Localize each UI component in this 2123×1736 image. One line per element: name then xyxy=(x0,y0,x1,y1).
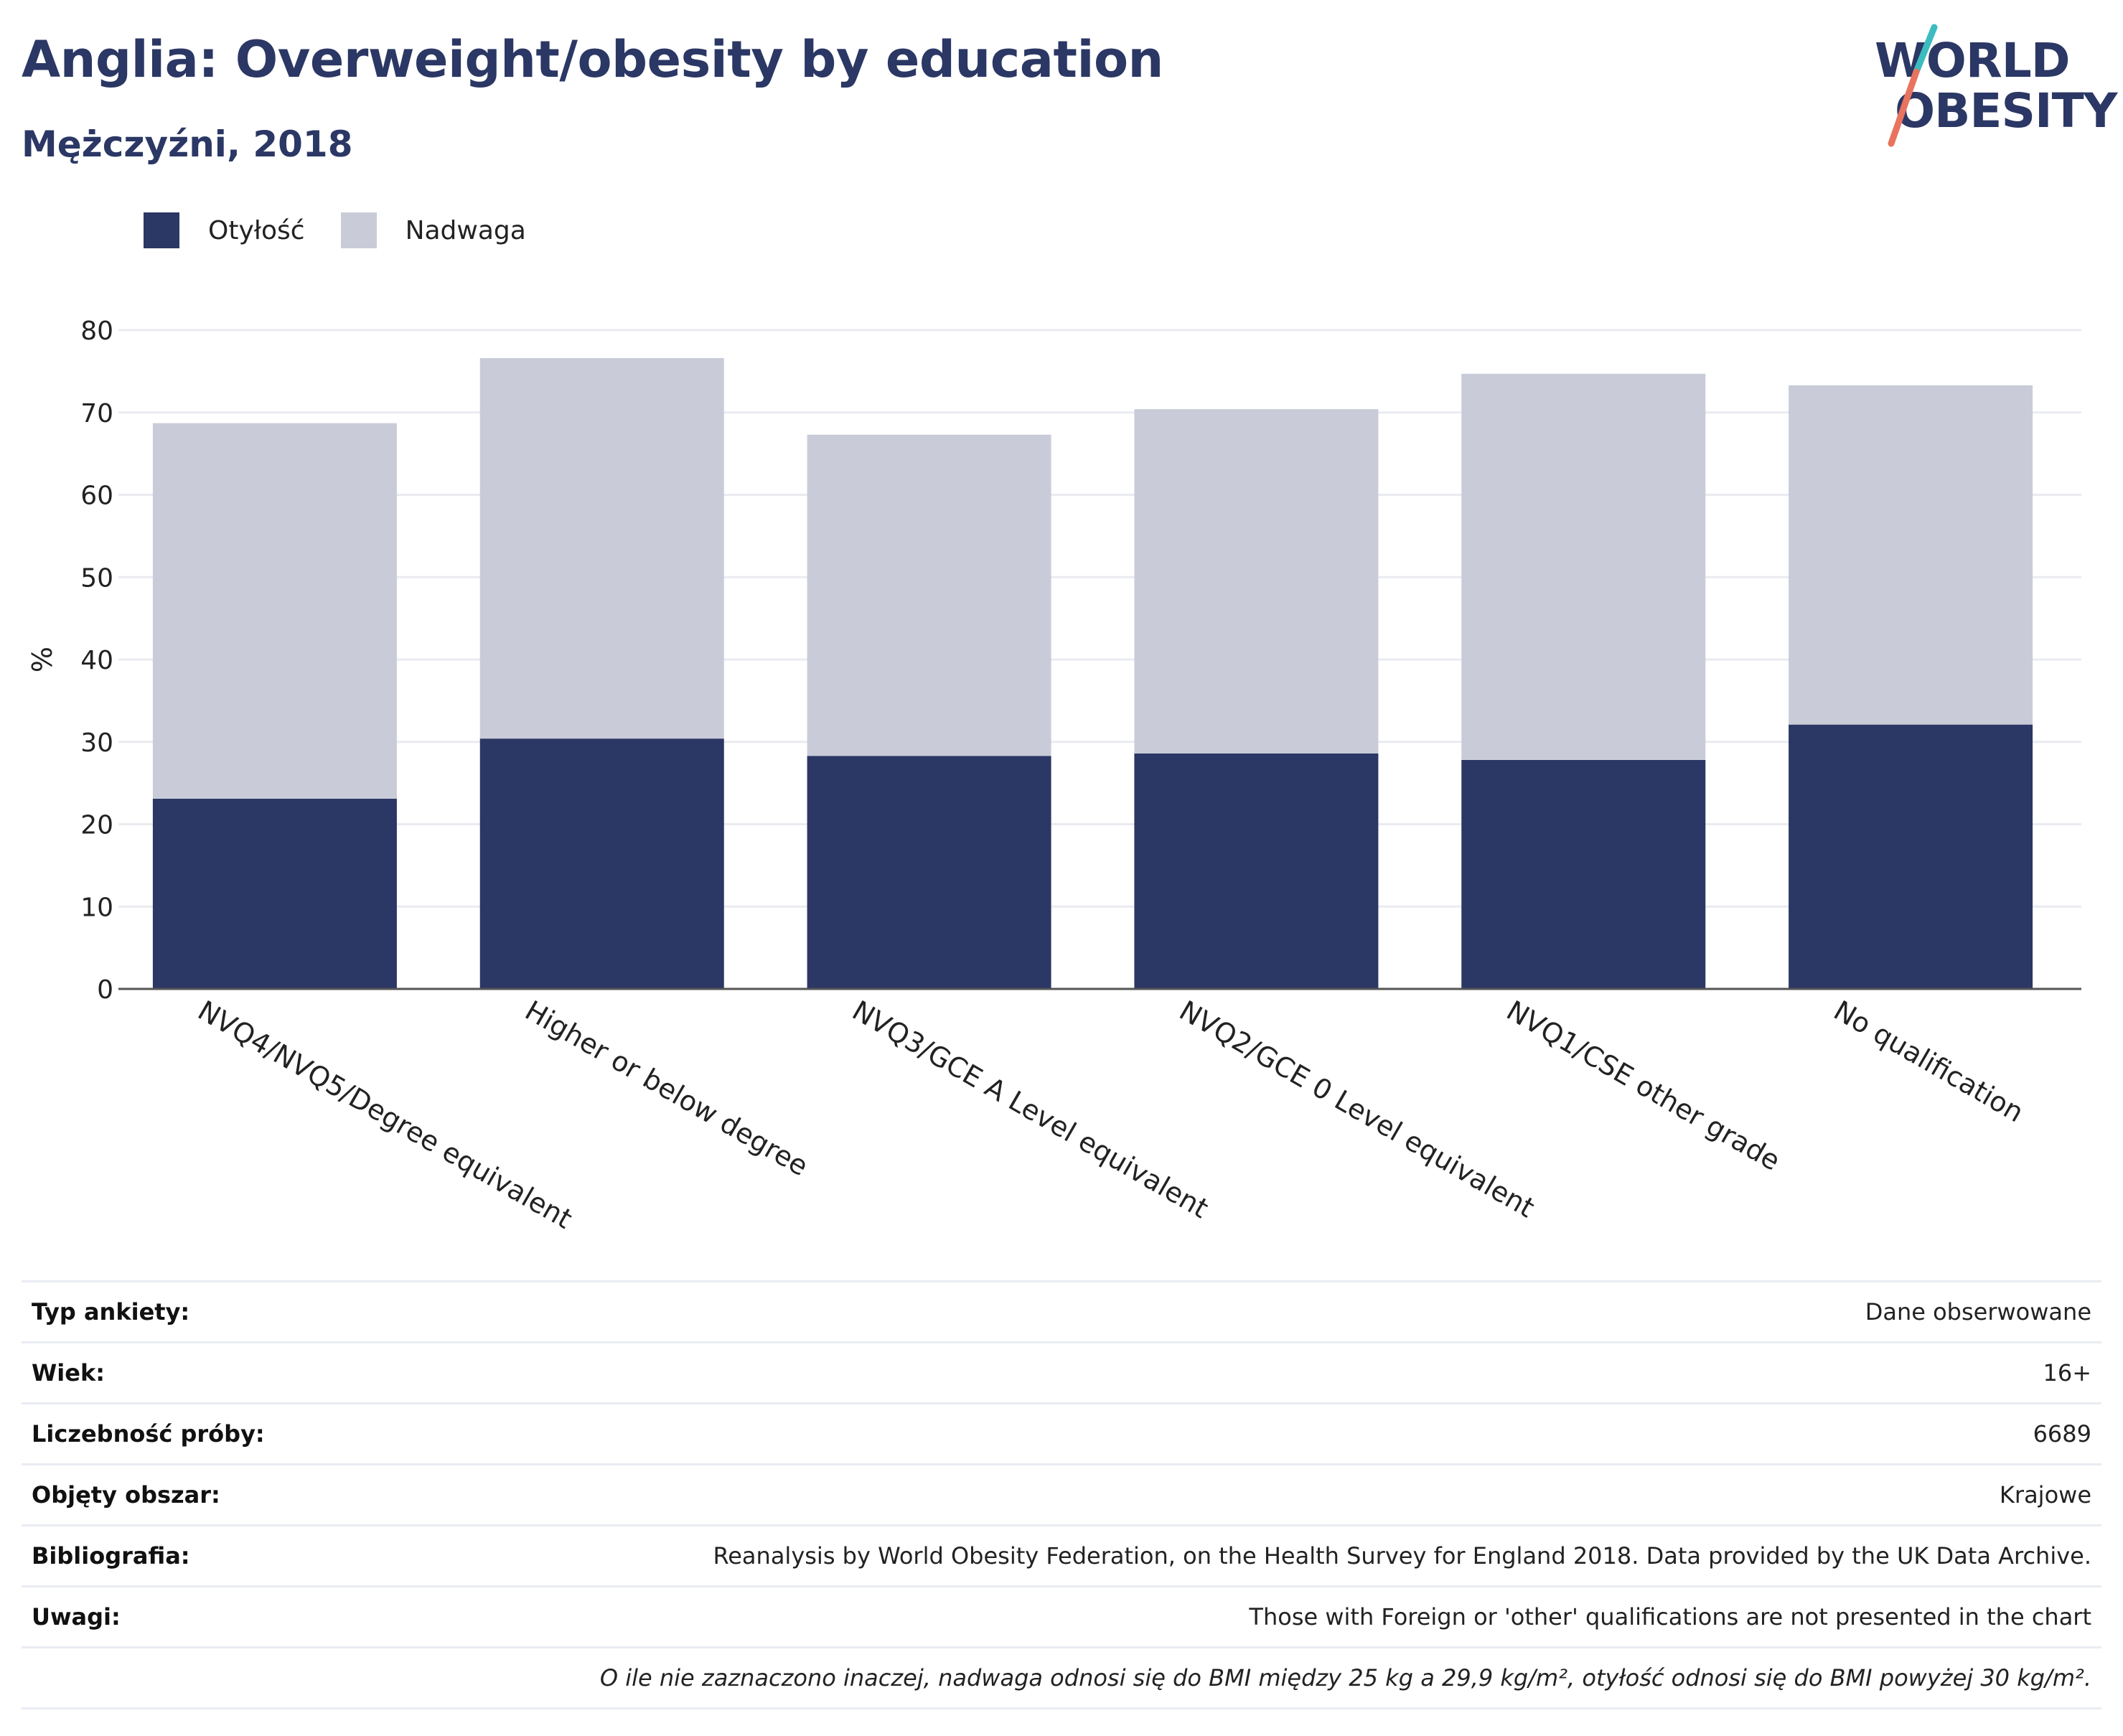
meta-value: Reanalysis by World Obesity Federation, … xyxy=(713,1542,2091,1570)
bar-obesity-6 xyxy=(1789,724,2033,989)
legend-label-obesity: Otyłość xyxy=(208,215,305,245)
y-tick-label: 50 xyxy=(80,563,113,593)
meta-value: 6689 xyxy=(2033,1420,2091,1448)
bar-obesity-3 xyxy=(807,756,1051,989)
y-tick-label: 60 xyxy=(80,482,113,511)
chart-subtitle: Mężczyźni, 2018 xyxy=(22,123,353,165)
logo-line-world: WORLD xyxy=(1875,33,2071,88)
world-obesity-logo: WORLD OBESITY xyxy=(1866,22,2117,151)
legend-item-overweight[interactable]: Nadwaga xyxy=(340,212,526,248)
legend-swatch-overweight xyxy=(340,212,377,248)
legend-label-overweight: Nadwaga xyxy=(405,215,526,245)
meta-row-notes: Uwagi: Those with Foreign or 'other' qua… xyxy=(22,1585,2101,1646)
y-tick-label: 0 xyxy=(97,975,113,1005)
x-tick-label: NVQ1/CSE other grade xyxy=(1501,995,1786,1177)
x-tick-label: NVQ2/GCE 0 Level equivalent xyxy=(1174,995,1539,1224)
y-tick-label: 80 xyxy=(80,316,113,346)
meta-label: Objęty obszar: xyxy=(32,1481,220,1509)
metadata-table: Typ ankiety: Dane obserwowane Wiek: 16+ … xyxy=(22,1280,2101,1709)
chart-title: Anglia: Overweight/obesity by education xyxy=(22,30,1163,89)
meta-row-definition-note: O ile nie zaznaczono inaczej, nadwaga od… xyxy=(22,1646,2101,1709)
logo-slash-icon xyxy=(1888,24,1938,147)
legend-swatch-obesity xyxy=(144,212,179,248)
meta-row-sample-size: Liczebność próby: 6689 xyxy=(22,1402,2101,1463)
logo-line-obesity: OBESITY xyxy=(1895,83,2117,139)
y-tick-label: 70 xyxy=(80,399,113,428)
bar-obesity-2 xyxy=(479,738,724,989)
legend-item-obesity[interactable]: Otyłość xyxy=(144,212,305,248)
bar-obesity-4 xyxy=(1134,753,1379,989)
x-tick-label: Higher or below degree xyxy=(520,995,813,1183)
meta-value: Those with Foreign or 'other' qualificat… xyxy=(1249,1603,2091,1631)
bar-overweight-6 xyxy=(1789,385,2033,725)
bar-overweight-1 xyxy=(152,423,397,799)
y-tick-label: 40 xyxy=(80,646,113,675)
meta-value: Dane obserwowane xyxy=(1865,1298,2091,1326)
x-tick-label: NVQ3/GCE A Level equivalent xyxy=(847,995,1214,1224)
definition-note: O ile nie zaznaczono inaczej, nadwaga od… xyxy=(599,1664,2091,1692)
meta-value: Krajowe xyxy=(1999,1481,2091,1509)
y-tick-label: 20 xyxy=(80,811,113,840)
bar-chart: 0 10 20 30 40 50 60 70 80% NVQ4/NVQ5/Degree equiv… xyxy=(27,316,2081,1235)
y-tick-label: 30 xyxy=(80,728,113,758)
meta-value: 16+ xyxy=(2043,1359,2091,1387)
bar-obesity-1 xyxy=(152,798,397,989)
x-tick-label: NVQ4/NVQ5/Degree equivalent xyxy=(192,995,577,1235)
bar-overweight-4 xyxy=(1134,409,1379,754)
bar-overweight-3 xyxy=(807,434,1051,756)
y-tick-label: 10 xyxy=(80,893,113,922)
chart-legend: Otyłość Nadwaga xyxy=(144,212,562,248)
y-axis-label: % xyxy=(27,647,58,672)
meta-label: Liczebność próby: xyxy=(32,1420,265,1448)
meta-label: Typ ankiety: xyxy=(32,1298,190,1326)
bar-overweight-5 xyxy=(1461,373,1706,760)
meta-label: Uwagi: xyxy=(32,1603,121,1631)
bar-overweight-2 xyxy=(479,358,724,739)
bar-obesity-5 xyxy=(1461,759,1706,989)
meta-row-area-covered: Objęty obszar: Krajowe xyxy=(22,1463,2101,1524)
meta-row-survey-type: Typ ankiety: Dane obserwowane xyxy=(22,1280,2101,1341)
meta-row-age: Wiek: 16+ xyxy=(22,1341,2101,1402)
meta-row-bibliography: Bibliografia: Reanalysis by World Obesit… xyxy=(22,1524,2101,1585)
x-tick-label: No qualification xyxy=(1829,995,2029,1129)
meta-label: Bibliografia: xyxy=(32,1542,190,1570)
meta-label: Wiek: xyxy=(32,1359,106,1387)
